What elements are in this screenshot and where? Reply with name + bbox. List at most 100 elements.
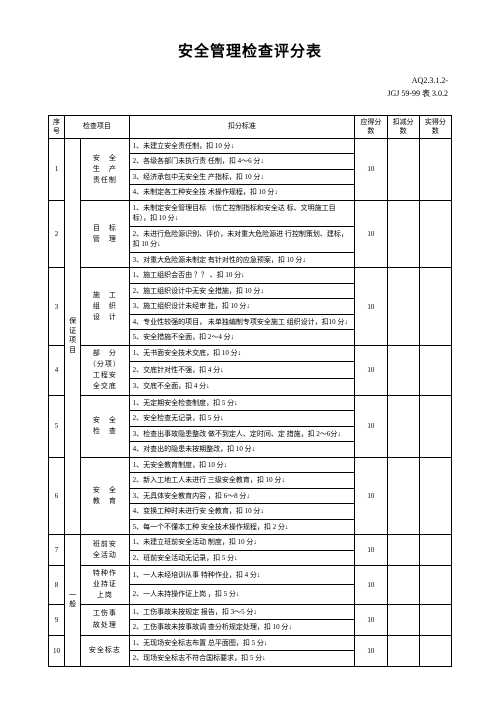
cell-item: 班前安全活动	[81, 535, 129, 566]
cell-score-due: 10	[355, 566, 387, 605]
cell-seq: 1	[49, 138, 65, 200]
cell-standard: 2、各级各部门未执行责 任制，扣 4～6 分↓	[129, 154, 355, 170]
cell-standard: 4、对查出的隐患未按期整改，扣 10 分↓	[129, 442, 355, 458]
cell-score-due: 10	[355, 635, 387, 666]
cell-seq: 5	[49, 395, 65, 457]
cell-score-due: 10	[355, 457, 387, 535]
cell-score-deduct	[387, 635, 419, 666]
cell-category: 一般	[65, 535, 81, 667]
cell-item: 安 全生 产责任制	[81, 138, 129, 200]
table-row: 4部 分（分项）工程安全交底1、无书面安全技术交底，扣 10 分↓10	[49, 345, 452, 362]
cell-score-due: 10	[355, 604, 387, 635]
cell-score-deduct	[387, 566, 419, 605]
cell-score-actual	[419, 604, 451, 635]
cell-item: 部 分（分项）工程安全交底	[81, 345, 129, 395]
cell-score-actual	[419, 268, 451, 346]
cell-standard: 1、工伤事故未按规定 报告，扣 3～5 分↓	[129, 604, 355, 620]
cell-score-due: 10	[355, 395, 387, 457]
cell-standard: 2、施工组织设计中无安 全措施，扣 10 分↓	[129, 283, 355, 299]
cell-standard: 3、无具体安全教育内容 ，扣 6～8 分↓	[129, 488, 355, 504]
cell-standard: 1、无定期安全检查制度，扣 5 分↓	[129, 395, 355, 411]
cell-score-actual	[419, 457, 451, 535]
cell-score-due: 10	[355, 200, 387, 268]
ref-line-2: JGJ 59-99 表 3.0.2	[48, 88, 448, 101]
cell-seq: 2	[49, 200, 65, 268]
cell-score-actual	[419, 566, 451, 605]
table-row: 6安 全教 育1、无安全教育制度，扣 10 分↓10	[49, 457, 452, 473]
cell-standard: 1、无现场安全标志布置 总平面图，扣 5 分↓	[129, 635, 355, 651]
cell-score-deduct	[387, 457, 419, 535]
cell-category: 保证项目	[65, 138, 81, 534]
cell-seq: 6	[49, 457, 65, 535]
cell-item: 目 标管 理	[81, 200, 129, 268]
cell-score-deduct	[387, 535, 419, 566]
cell-item: 工伤事故处理	[81, 604, 129, 635]
cell-item: 特种作业持证上岗	[81, 566, 129, 605]
cell-score-deduct	[387, 395, 419, 457]
cell-score-deduct	[387, 200, 419, 268]
cell-standard: 1、未建立安全责任制，扣 10 分↓	[129, 138, 355, 154]
table-row: 5安 全检 查1、无定期安全检查制度，扣 5 分↓10	[49, 395, 452, 411]
cell-score-due: 10	[355, 535, 387, 566]
th-c3: 实得分数	[419, 115, 451, 138]
cell-standard: 3、对重大危险源未制定 有针对性的应急预案，扣 10 分↓	[129, 252, 355, 268]
cell-standard: 3、交底不全面，扣 4 分↓	[129, 378, 355, 395]
th-item: 检查项目	[65, 115, 129, 138]
cell-score-due: 10	[355, 345, 387, 395]
cell-standard: 1、一人未经培训从事 特种作业，扣 4 分↓	[129, 566, 355, 585]
cell-seq: 3	[49, 268, 65, 346]
table-row: 10安全标志1、无现场安全标志布置 总平面图，扣 5 分↓10	[49, 635, 452, 651]
th-std: 扣分标准	[129, 115, 355, 138]
cell-score-actual	[419, 395, 451, 457]
cell-score-actual	[419, 535, 451, 566]
cell-standard: 4、未制定各工种安全技 术操作规程，扣 10 分↓	[129, 185, 355, 201]
cell-standard: 4、变换工种时未进行安 全教育，扣 10 分↓	[129, 504, 355, 520]
cell-standard: 4、专业性较强的项目， 未单独编制专项安全施工 组织设计，扣10 分↓	[129, 314, 355, 330]
cell-standard: 3、检查出事故隐患整改 做不到定人、定时间、定 措施，扣 2～6分↓	[129, 426, 355, 442]
cell-standard: 2、未进行危险源识别、评价，未对重大危险源进 行控制策划、建标，扣 10 分↓	[129, 226, 355, 252]
cell-score-actual	[419, 200, 451, 268]
cell-score-deduct	[387, 345, 419, 395]
th-seq: 序号	[49, 115, 65, 138]
table-row: 7一般班前安全活动1、未建立班前安全活动 制度，扣 10 分↓10	[49, 535, 452, 551]
th-c2: 扣减分数	[387, 115, 419, 138]
cell-seq: 8	[49, 566, 65, 605]
reference-block: AQ2.3.1.2- JGJ 59-99 表 3.0.2	[48, 75, 452, 101]
cell-seq: 9	[49, 604, 65, 635]
cell-item: 安全标志	[81, 635, 129, 666]
table-body: 1保证项目安 全生 产责任制1、未建立安全责任制，扣 10 分↓102、各级各部…	[49, 138, 452, 666]
table-row: 1保证项目安 全生 产责任制1、未建立安全责任制，扣 10 分↓10	[49, 138, 452, 154]
cell-score-deduct	[387, 268, 419, 346]
score-table: 序号 检查项目 扣分标准 应得分数 扣减分数 实得分数 1保证项目安 全生 产责…	[48, 115, 452, 667]
cell-seq: 7	[49, 535, 65, 566]
cell-standard: 5、安全措施不全面，扣 2～4 分↓	[129, 330, 355, 346]
cell-score-due: 10	[355, 268, 387, 346]
cell-standard: 3、施工组织设计未经审 批，扣 10 分↓	[129, 299, 355, 315]
cell-item: 安 全检 查	[81, 395, 129, 457]
cell-standard: 2、新入工地工人未进行 三级安全教育，扣 10 分↓	[129, 473, 355, 489]
table-row: 8特种作业持证上岗1、一人未经培训从事 特种作业，扣 4 分↓10	[49, 566, 452, 585]
page-title: 安全管理检查评分表	[48, 40, 452, 61]
cell-score-actual	[419, 138, 451, 200]
cell-item: 施 工组 织设 计	[81, 268, 129, 346]
cell-standard: 1、无书面安全技术交底，扣 10 分↓	[129, 345, 355, 362]
cell-score-deduct	[387, 604, 419, 635]
cell-standard: 2、现场安全标志不符合国标要求，扣 5 分↓	[129, 651, 355, 667]
cell-standard: 2、安全检查无记录，扣 5 分↓	[129, 411, 355, 427]
cell-standard: 1、未制定安全管理目标 （伤亡控制指标和安全达 标、文明施工目标），扣 10 分…	[129, 200, 355, 226]
ref-line-1: AQ2.3.1.2-	[48, 75, 448, 88]
cell-standard: 1、无安全教育制度，扣 10 分↓	[129, 457, 355, 473]
cell-standard: 2、交底针对性不强，扣 4 分↓	[129, 362, 355, 379]
table-row: 9工伤事故处理1、工伤事故未按规定 报告，扣 3～5 分↓10	[49, 604, 452, 620]
cell-standard: 2、工伤事故未按事故调 查分析规定处理，扣 10 分↓	[129, 620, 355, 636]
cell-standard: 2、一人未持操作证上岗 ，扣 5 分↓	[129, 585, 355, 604]
cell-seq: 4	[49, 345, 65, 395]
cell-standard: 1、未建立班前安全活动 制度，扣 10 分↓	[129, 535, 355, 551]
cell-seq: 10	[49, 635, 65, 666]
cell-standard: 1、施工组织会否由 ？？ 、扣 10 分↓	[129, 268, 355, 284]
cell-item: 安 全教 育	[81, 457, 129, 535]
table-row: 2目 标管 理1、未制定安全管理目标 （伤亡控制指标和安全达 标、文明施工目标）…	[49, 200, 452, 226]
table-row: 3施 工组 织设 计1、施工组织会否由 ？？ 、扣 10 分↓10	[49, 268, 452, 284]
th-c1: 应得分数	[355, 115, 387, 138]
cell-standard: 5、每一个不懂本工种 安全技术操作规程，扣 2 分↓	[129, 519, 355, 535]
